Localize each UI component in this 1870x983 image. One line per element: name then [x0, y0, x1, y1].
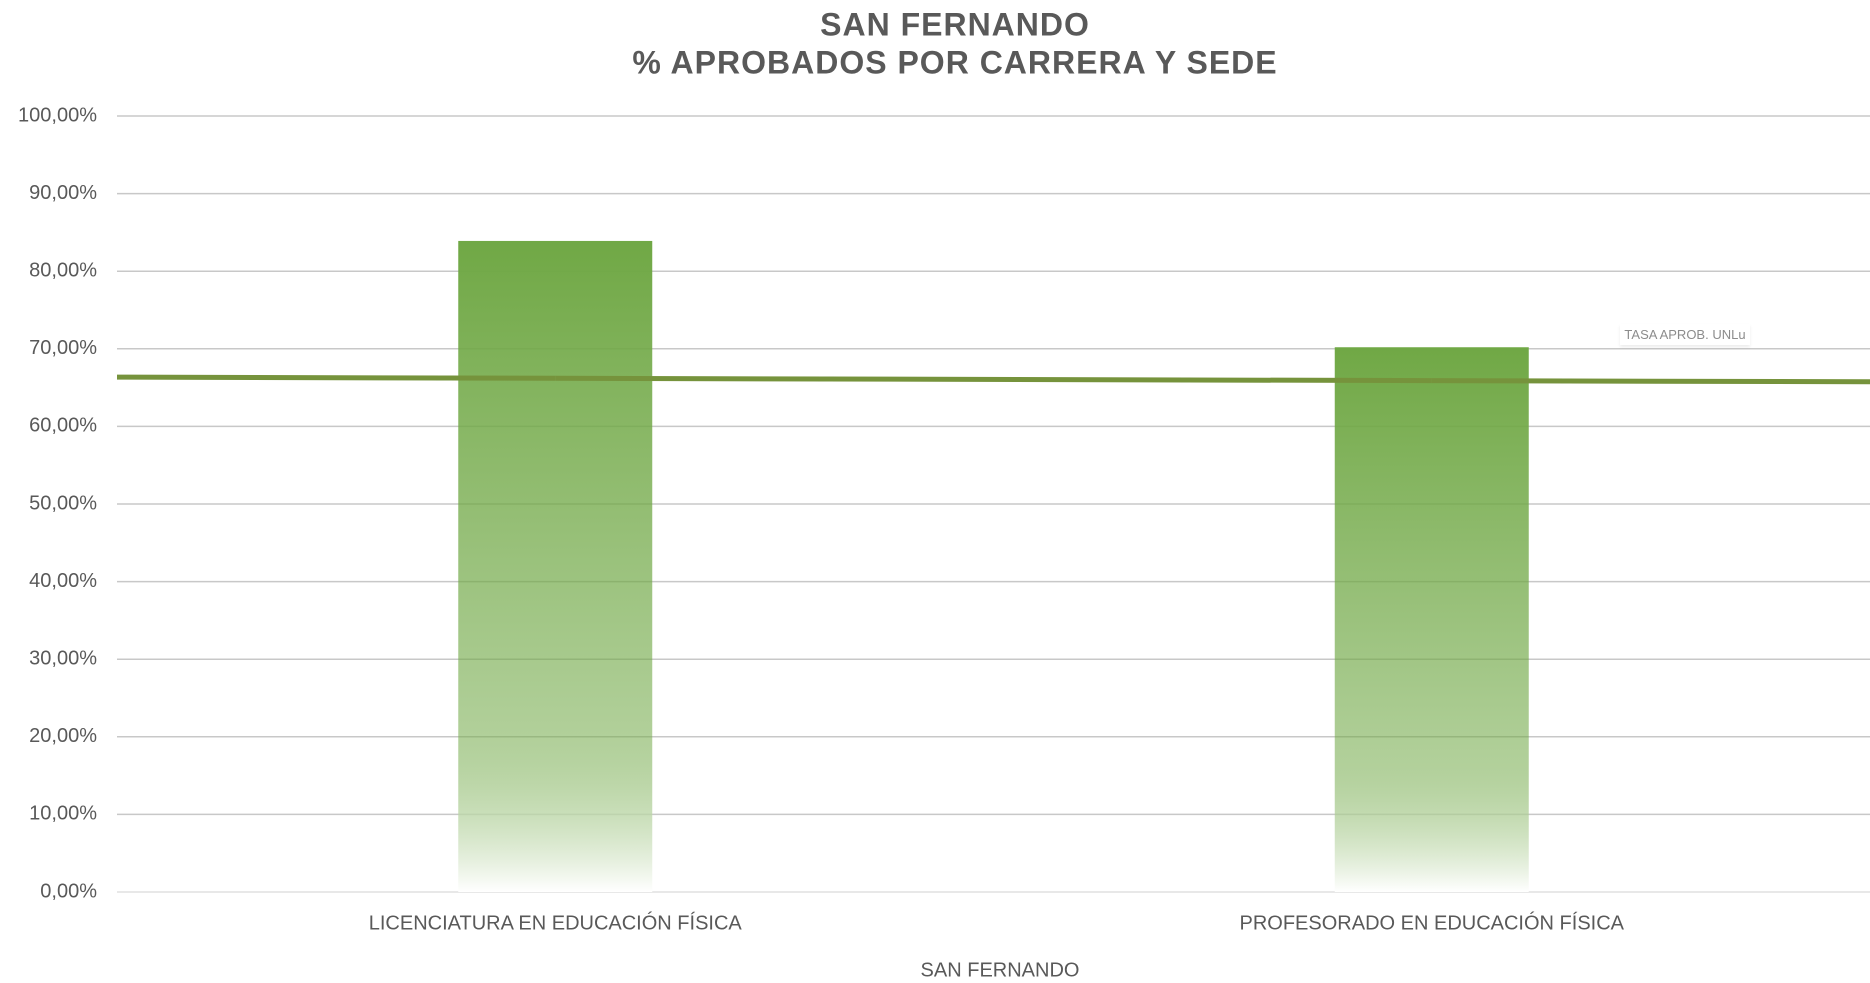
y-tick-label: 0,00% — [40, 880, 97, 902]
y-tick-label: 50,00% — [29, 492, 97, 514]
line-label: TASA APROB. UNLu — [1620, 324, 1750, 345]
x-tick-label: LICENCIATURA EN EDUCACIÓN FÍSICA — [369, 911, 743, 934]
y-tick-label: 40,00% — [29, 570, 97, 592]
line — [555, 375, 1432, 384]
y-tick-label: 100,00% — [18, 104, 97, 126]
chart-title: SAN FERNANDO — [820, 6, 1090, 42]
bar — [1334, 347, 1529, 892]
x-axis-title: SAN FERNANDO — [921, 959, 1080, 981]
y-tick-label: 20,00% — [29, 725, 97, 747]
x-tick-label: PROFESORADO EN EDUCACIÓN FÍSICA — [1240, 911, 1625, 934]
y-tick-label: 90,00% — [29, 182, 97, 204]
chart-subtitle: % APROBADOS POR CARRERA Y SEDE — [632, 44, 1277, 80]
y-tick-label: 70,00% — [29, 337, 97, 359]
y-tick-label: 10,00% — [29, 803, 97, 825]
y-tick-label: 60,00% — [29, 415, 97, 437]
y-tick-label: 80,00% — [29, 259, 97, 281]
bar — [458, 240, 653, 892]
line-extension — [116, 374, 1870, 385]
y-tick-label: 30,00% — [29, 647, 97, 669]
